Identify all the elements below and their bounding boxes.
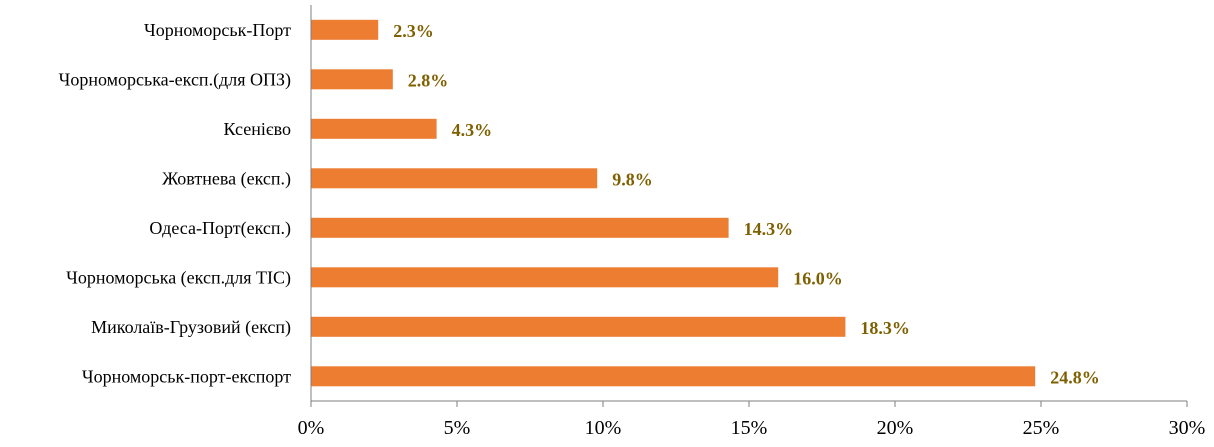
category-label: Ксенієво <box>224 119 292 139</box>
bar <box>311 217 729 238</box>
data-label: 2.3% <box>393 21 434 41</box>
data-label: 18.3% <box>860 318 910 338</box>
bars-group <box>311 19 1036 387</box>
data-label: 14.3% <box>744 219 794 239</box>
category-label: Миколаїв-Грузовий (експ) <box>91 317 291 338</box>
data-label: 24.8% <box>1050 367 1100 387</box>
data-label: 16.0% <box>793 268 843 288</box>
bar <box>311 118 437 139</box>
bar <box>311 316 846 337</box>
x-axis: 0% 5% 10% 15% 20% 25% 30% <box>298 5 1206 439</box>
data-label: 4.3% <box>452 120 493 140</box>
data-label: 9.8% <box>612 169 653 189</box>
bar <box>311 267 779 288</box>
data-label: 2.8% <box>408 70 449 90</box>
data-labels: 2.3% 2.8% 4.3% 9.8% 14.3% 16.0% 18.3% 24.8% <box>393 21 1100 387</box>
category-label: Чорноморська-експ.(для ОПЗ) <box>59 69 291 90</box>
x-tick-label: 20% <box>877 417 914 439</box>
category-label: Чорноморськ-Порт <box>144 20 291 40</box>
bar <box>311 168 598 189</box>
x-tick-label: 15% <box>731 417 768 439</box>
bar <box>311 69 393 90</box>
x-tick-label: 25% <box>1023 417 1060 439</box>
x-tick-label: 5% <box>444 417 471 439</box>
bar <box>311 366 1036 387</box>
category-label: Одеса-Порт(експ.) <box>149 218 291 239</box>
bar <box>311 19 379 40</box>
category-label: Жовтнева (експ.) <box>162 168 291 189</box>
category-label: Чорноморськ-порт-експорт <box>82 366 291 386</box>
category-label: Чорноморська (експ.для ТІС) <box>66 267 291 288</box>
x-tick-label: 10% <box>585 417 622 439</box>
x-tick-label: 30% <box>1169 417 1206 439</box>
x-tick-label: 0% <box>298 417 325 439</box>
category-labels: Чорноморськ-Порт Чорноморська-експ.(для О… <box>59 20 292 386</box>
